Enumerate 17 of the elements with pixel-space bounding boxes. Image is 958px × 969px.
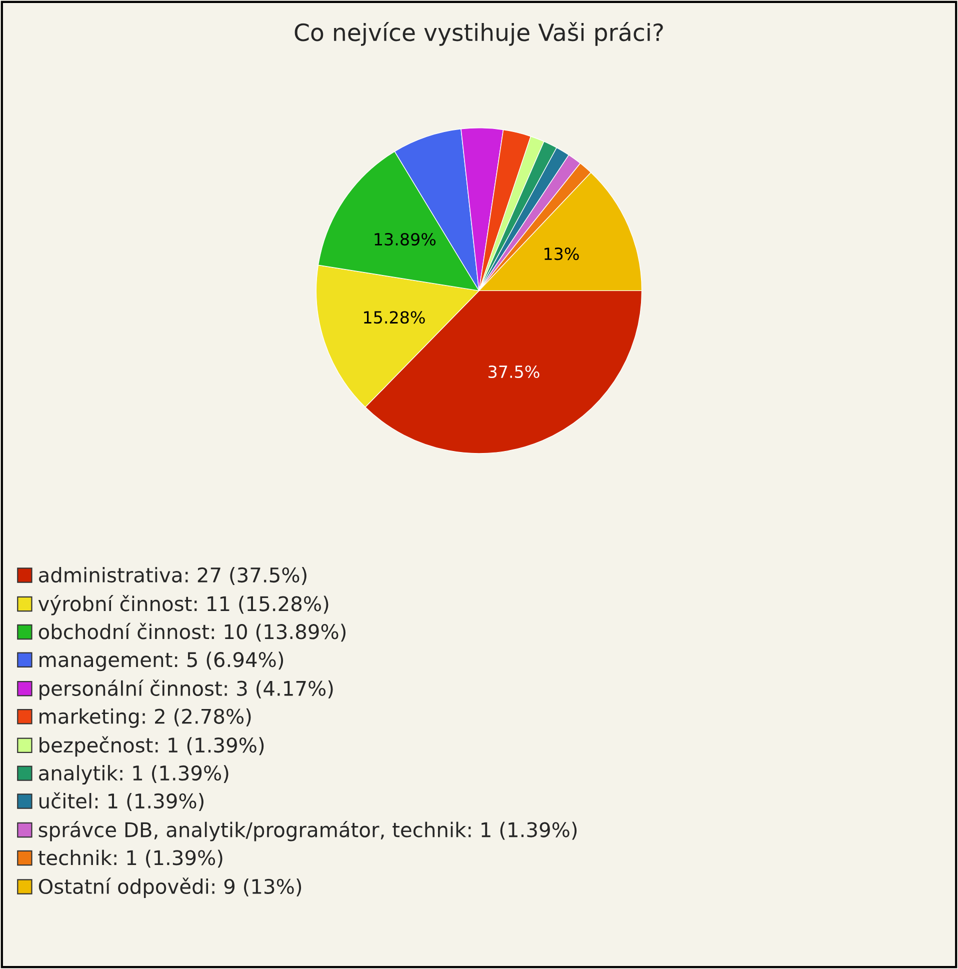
legend-label: management: 5 (6.94%) [40, 652, 284, 672]
data-label: 15.28% [364, 311, 425, 324]
legend-label: obchodní činnost: 10 (13.89%) [38, 622, 346, 642]
chart-title: Co nejvíce vystihuje Vaši práci? [294, 22, 663, 46]
legend-label: administrativa: 27 (37.5%) [38, 567, 306, 585]
legend-label: bezpečnost: 1 (1.39%) [40, 736, 264, 757]
legend-label: analytik: 1 (1.39%) [38, 765, 228, 785]
legend-label: Ostatní odpovědi: 9 (13%) [38, 878, 302, 898]
legend-label: učitel: 1 (1.39%) [39, 792, 204, 811]
legend-label: správce DB, analytik/programátor, technik: 1 (1.39%) [38, 820, 577, 842]
legend-label: výrobní činnost: 11 (15.28%) [38, 594, 328, 616]
data-label: 13.89% [374, 232, 436, 246]
legend-label: technik: 1 (1.39%) [38, 850, 222, 868]
legend-label: personální činnost: 3 (4.17%) [40, 680, 333, 700]
data-label: 13% [544, 248, 579, 260]
legend-label: marketing: 2 (2.78%) [40, 708, 251, 728]
data-label: 37.5% [488, 365, 540, 378]
